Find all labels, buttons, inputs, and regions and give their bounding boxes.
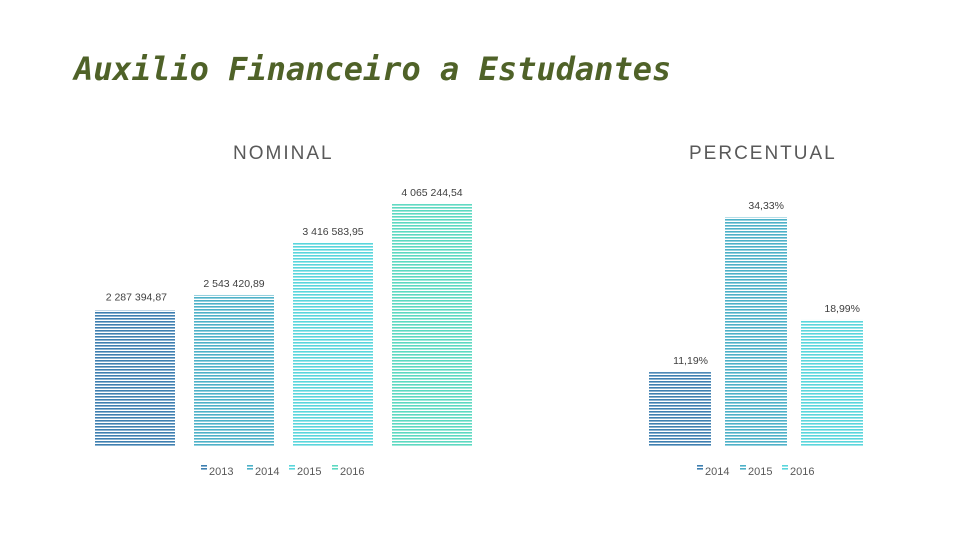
percentual-chart-title: PERCENTUAL [689,143,837,164]
nominal-data-label-2015: 3 416 583,95 [302,226,363,238]
slide-title: Auxilio Financeiro a Estudantes [74,50,672,88]
nominal-bar-2016 [392,204,472,447]
percentual-bar-2014 [649,372,711,447]
nominal-bar-2013 [95,310,175,447]
nominal-data-label-2016: 4 065 244,54 [401,187,462,199]
nominal-legend-swatch-2014 [247,465,253,471]
nominal-legend-label-2013: 2013 [209,466,233,478]
nominal-legend-swatch-2016 [332,465,338,471]
percentual-data-label-2015: 34,33% [748,200,784,212]
nominal-bar-2015 [293,242,373,447]
percentual-chart: 11,19% 34,33% 18,99% 2014 2015 2016 [649,200,863,478]
percentual-bar-2015 [725,217,787,447]
percentual-legend-label-2016: 2016 [790,466,814,478]
percentual-legend-swatch-2014 [697,465,703,471]
nominal-data-label-2013: 2 287 394,87 [106,291,167,303]
nominal-legend-label-2015: 2015 [297,466,321,478]
percentual-legend-label-2014: 2014 [705,466,729,478]
nominal-chart: 2 287 394,87 2 543 420,89 3 416 583,95 4 06… [95,187,472,478]
nominal-chart-title: NOMINAL [233,143,334,164]
nominal-legend-label-2016: 2016 [340,466,364,478]
percentual-legend-swatch-2016 [782,465,788,471]
nominal-legend-label-2014: 2014 [255,466,279,478]
percentual-legend-label-2015: 2015 [748,466,772,478]
nominal-legend-swatch-2015 [289,465,295,471]
percentual-data-label-2016: 18,99% [824,303,860,315]
nominal-data-label-2014: 2 543 420,89 [203,278,264,290]
percentual-data-label-2014: 11,19% [673,355,708,367]
percentual-bar-2016 [801,319,863,447]
nominal-bar-2014 [194,294,274,447]
percentual-legend-swatch-2015 [740,465,746,471]
nominal-legend-swatch-2013 [201,465,207,471]
